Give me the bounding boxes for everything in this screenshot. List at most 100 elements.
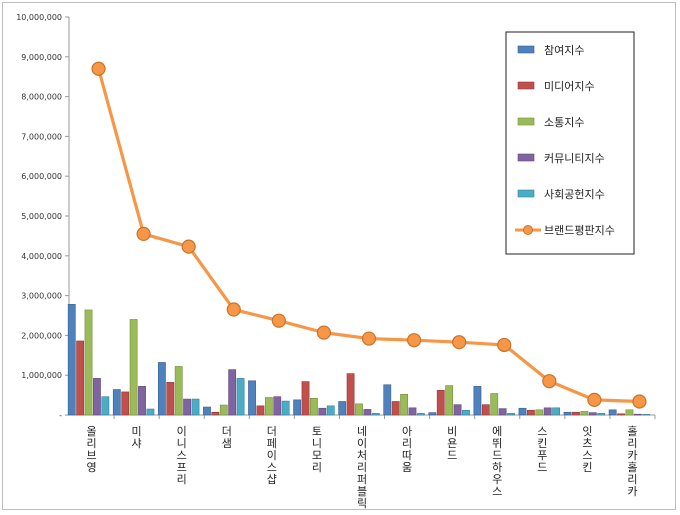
y-tick-label: - xyxy=(59,411,62,420)
bar-4-2 xyxy=(191,398,200,416)
y-tick-label: 5,000,000 xyxy=(21,212,62,221)
bar-2-0 xyxy=(84,309,93,416)
y-tick-labels: - 1,000,000 2,000,000 3,000,000 4,000,000 5,0… xyxy=(16,13,62,420)
brand-point-3 xyxy=(226,302,241,317)
bar-2-6 xyxy=(355,403,363,416)
bar-1-3 xyxy=(211,411,220,416)
bar-2-12 xyxy=(625,409,634,416)
bar-3-4 xyxy=(273,396,282,416)
bar-4-9 xyxy=(507,413,515,416)
bar-4-1 xyxy=(146,408,155,416)
bar-0-10 xyxy=(518,407,527,416)
bar-2-3 xyxy=(219,404,228,416)
y-tick-label: 6,000,000 xyxy=(21,172,62,181)
bar-3-6 xyxy=(363,409,372,416)
bar-1-9 xyxy=(481,404,490,416)
bar-0-12 xyxy=(608,409,617,416)
legend-box xyxy=(505,31,635,255)
bar-4-4 xyxy=(281,400,290,416)
bar-2-10 xyxy=(535,409,544,416)
brand-line xyxy=(91,61,647,409)
bar-3-0 xyxy=(93,378,101,416)
y-tick-label: 4,000,000 xyxy=(21,252,62,261)
bar-0-8 xyxy=(428,412,437,416)
bar-1-1 xyxy=(121,391,130,416)
bar-2-2 xyxy=(174,366,183,416)
y-tick-label: 10,000,000 xyxy=(16,13,62,22)
bar-4-10 xyxy=(552,407,561,416)
bar-3-10 xyxy=(543,407,552,416)
brand-point-7 xyxy=(406,333,422,348)
y-tick-label: 7,000,000 xyxy=(21,132,62,141)
brand-point-10 xyxy=(542,374,557,389)
legend-label: 브랜드평판지수 xyxy=(544,224,615,237)
bar-3-9 xyxy=(498,408,507,416)
brand-point-2 xyxy=(181,239,196,254)
legend-label: 미디어지수 xyxy=(544,80,595,93)
bar-1-10 xyxy=(527,409,535,416)
bar-2-5 xyxy=(310,397,318,416)
bars xyxy=(67,304,651,416)
legend-swatch-1 xyxy=(517,81,535,90)
bar-3-5 xyxy=(318,407,327,416)
brand-point-1 xyxy=(136,226,151,242)
bar-0-1 xyxy=(112,389,121,416)
bar-2-8 xyxy=(445,385,454,416)
chart: 올 리 브 영 미 샤 이 니 스 프 리 더 샘 더 페 이 스 샵 토 니 모 리 네 이 처 리 퍼 블 릭 아 리 따 움 비 욘 드 에 뛰 드 하… xyxy=(16,13,656,510)
bar-4-6 xyxy=(371,413,380,416)
bar-2-1 xyxy=(129,319,138,416)
bar-1-0 xyxy=(76,340,85,416)
bar-3-2 xyxy=(183,398,191,416)
bar-4-11 xyxy=(597,413,606,416)
bar-3-1 xyxy=(138,386,146,416)
bar-4-0 xyxy=(101,396,110,416)
y-tick-label: 9,000,000 xyxy=(21,53,62,62)
brand-point-0 xyxy=(91,61,106,76)
brand-point-4 xyxy=(271,313,286,328)
brand-point-12 xyxy=(632,394,647,409)
bar-1-12 xyxy=(617,413,625,416)
legend-swatch-3 xyxy=(517,153,535,162)
x-tick-labels: 올 리 브 영 미 샤 이 니 스 프 리 더 샘 더 페 이 스 샵 토 니 모 리 네 이 처 리 퍼 블 릭 아 리 따 움 비 욘 드 에 뛰 드 하… xyxy=(86,425,637,510)
y-tick-label: 2,000,000 xyxy=(21,331,62,340)
legend-label: 소통지수 xyxy=(544,116,584,129)
bar-2-9 xyxy=(490,393,499,416)
bar-1-7 xyxy=(391,401,400,416)
y-tick-label: 1,000,000 xyxy=(21,371,62,380)
bar-1-4 xyxy=(256,405,265,416)
bar-1-8 xyxy=(436,390,445,416)
bar-0-5 xyxy=(293,399,302,416)
legend-swatch-4 xyxy=(517,189,535,198)
y-tick-label: 3,000,000 xyxy=(21,292,62,301)
bar-0-9 xyxy=(473,386,482,416)
bar-0-7 xyxy=(383,384,392,416)
bar-3-8 xyxy=(453,404,462,416)
bar-0-4 xyxy=(248,380,256,416)
bar-3-3 xyxy=(228,369,237,416)
bar-1-11 xyxy=(572,411,580,416)
legend-label: 참여지수 xyxy=(544,44,584,57)
bar-0-6 xyxy=(338,401,347,416)
bar-3-7 xyxy=(408,407,417,416)
legend-label: 사회공헌지수 xyxy=(544,188,605,201)
bar-2-4 xyxy=(264,397,273,416)
bar-2-11 xyxy=(580,411,589,416)
legend-marker xyxy=(523,225,533,235)
bar-1-5 xyxy=(301,381,310,416)
bar-1-6 xyxy=(346,373,355,416)
y-tick-label: 8,000,000 xyxy=(21,93,62,102)
legend-swatch-0 xyxy=(517,45,535,54)
